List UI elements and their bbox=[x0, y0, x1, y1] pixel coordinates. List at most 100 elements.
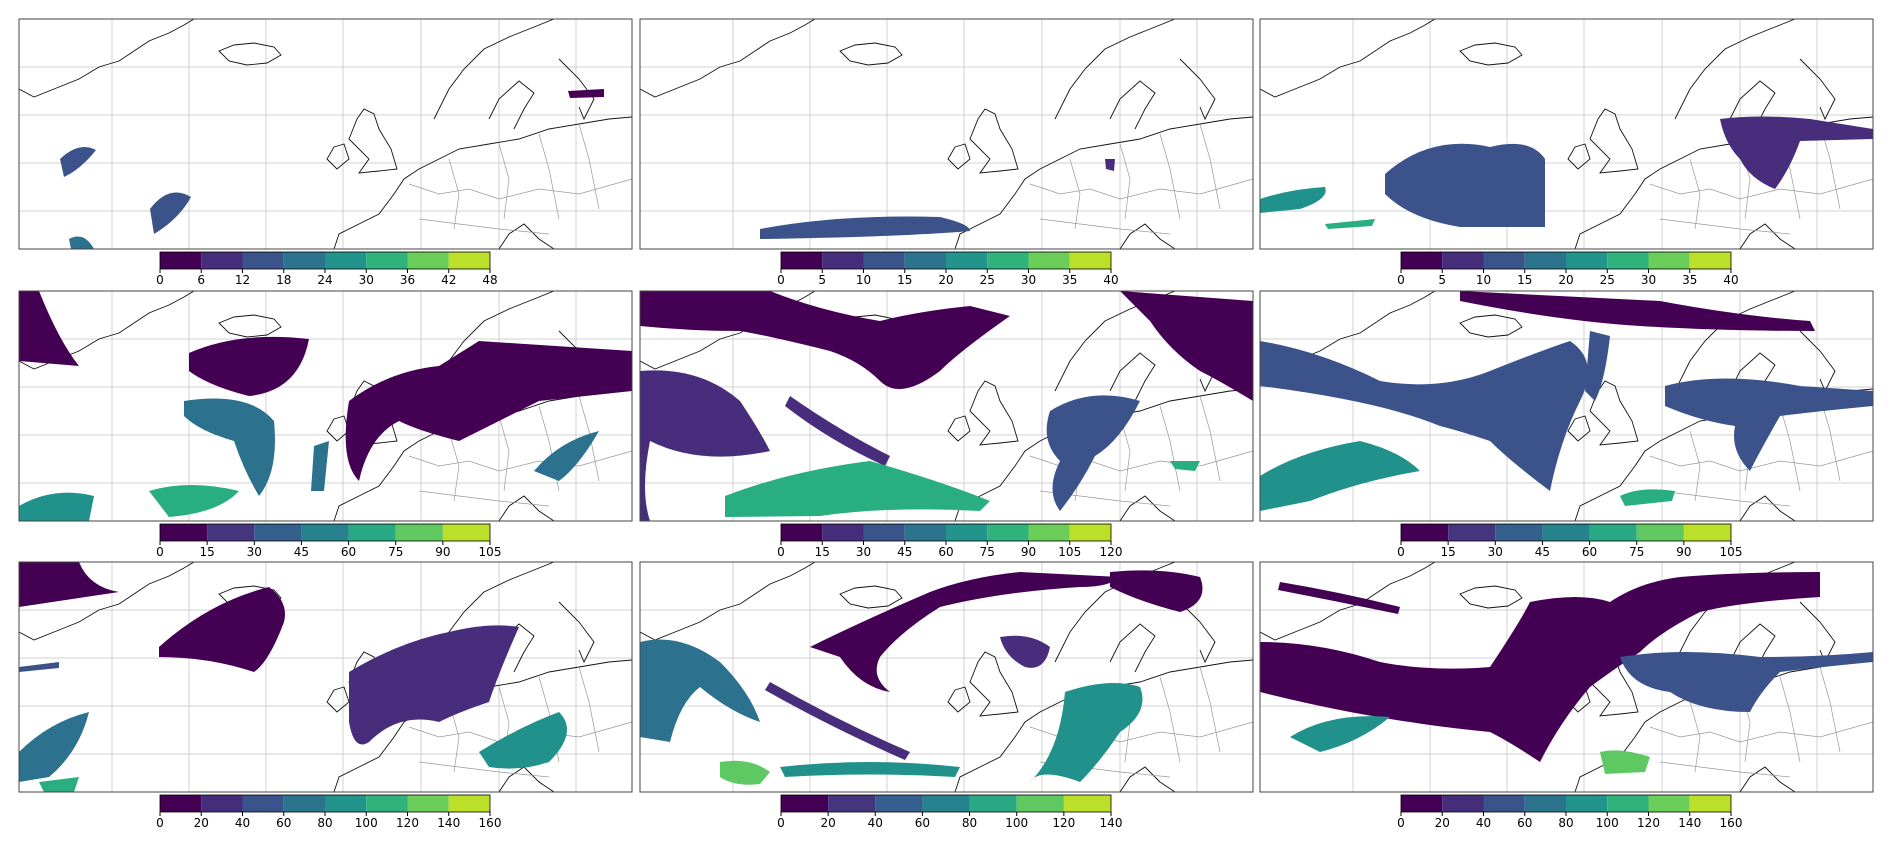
field-region bbox=[19, 291, 79, 366]
colorbar-segment bbox=[160, 795, 202, 812]
colorbar-segment bbox=[242, 795, 284, 812]
colorbar-segment bbox=[781, 252, 823, 269]
field-region bbox=[785, 396, 890, 466]
colorbar-segment bbox=[1683, 524, 1731, 541]
colorbar-tick-label: 120 bbox=[1100, 545, 1123, 559]
map-panel: 0 20 40 60 80 100 120 140 160 bbox=[1259, 561, 1874, 830]
colorbar-segment bbox=[366, 795, 408, 812]
colorbar-tick-label: 90 bbox=[435, 545, 450, 559]
colorbar-segment bbox=[407, 795, 449, 812]
colorbar-tick-label: 140 bbox=[437, 816, 460, 830]
field-region bbox=[1260, 341, 1588, 491]
map-frame bbox=[18, 561, 633, 793]
field-region bbox=[1620, 652, 1873, 712]
colorbar-segment bbox=[407, 252, 449, 269]
field-region bbox=[720, 760, 770, 785]
field-region bbox=[725, 461, 990, 517]
colorbar-segment bbox=[822, 524, 864, 541]
field-region bbox=[1046, 395, 1140, 511]
colorbar-tick-label: 35 bbox=[1682, 273, 1697, 287]
colorbar-segment bbox=[822, 252, 864, 269]
colorbar-tick-label: 45 bbox=[897, 545, 912, 559]
colorbar-segment bbox=[781, 795, 829, 812]
colorbar-tick-label: 80 bbox=[1558, 816, 1573, 830]
map-area bbox=[1260, 19, 1873, 249]
colorbar-segment bbox=[1401, 795, 1443, 812]
map-panel: 0 15 30 45 60 75 90 105 bbox=[1259, 290, 1874, 559]
colorbar-tick-label: 40 bbox=[1103, 273, 1118, 287]
colorbar-segment bbox=[987, 252, 1029, 269]
colorbar-tick-label: 40 bbox=[1476, 816, 1491, 830]
colorbar-tick-label: 0 bbox=[156, 273, 164, 287]
colorbar-tick-label: 60 bbox=[938, 545, 953, 559]
colorbar-segment bbox=[448, 252, 490, 269]
colorbar-segment bbox=[987, 524, 1029, 541]
colorbar-tick-label: 6 bbox=[197, 273, 205, 287]
field-region bbox=[1460, 291, 1815, 331]
colorbar-segment bbox=[1648, 252, 1690, 269]
colorbar-tick-label: 0 bbox=[777, 273, 785, 287]
field-region bbox=[1105, 159, 1115, 171]
field-region bbox=[1720, 116, 1873, 189]
colorbar-tick-label: 15 bbox=[1441, 545, 1456, 559]
colorbar-tick-label: 100 bbox=[1005, 816, 1028, 830]
colorbar-tick-label: 45 bbox=[294, 545, 309, 559]
map-background bbox=[640, 19, 1253, 249]
colorbar-segment bbox=[1483, 252, 1525, 269]
colorbar-tick-label: 60 bbox=[915, 816, 930, 830]
colorbar-segment bbox=[1607, 252, 1649, 269]
field-region bbox=[1260, 441, 1420, 511]
colorbar-tick-label: 0 bbox=[1397, 273, 1405, 287]
map-frame bbox=[1259, 18, 1874, 250]
colorbar-segment bbox=[1063, 795, 1111, 812]
field-region bbox=[1385, 143, 1545, 227]
colorbar-frame bbox=[1400, 523, 1732, 542]
colorbar-tick-label: 5 bbox=[818, 273, 826, 287]
colorbar-tick-label: 15 bbox=[815, 545, 830, 559]
colorbar-tick-label: 105 bbox=[1058, 545, 1081, 559]
colorbar-segment bbox=[904, 524, 946, 541]
colorbar-tick-label: 60 bbox=[1517, 816, 1532, 830]
colorbar-segment bbox=[1589, 524, 1637, 541]
map-frame bbox=[18, 18, 633, 250]
colorbar-segment bbox=[828, 795, 876, 812]
colorbar-tick-label: 80 bbox=[962, 816, 977, 830]
colorbar-tick-label: 30 bbox=[1021, 273, 1036, 287]
map-panel: 0 5 10 15 20 25 30 35 40 bbox=[639, 18, 1254, 287]
map-panel: 0 20 40 60 80 100 120 140 bbox=[639, 561, 1254, 830]
colorbar-segment bbox=[207, 524, 255, 541]
field-region bbox=[349, 625, 519, 745]
colorbar-tick-label: 75 bbox=[388, 545, 403, 559]
field-region bbox=[810, 572, 1120, 692]
colorbar-segment bbox=[1401, 524, 1449, 541]
colorbar-tick-label: 30 bbox=[1641, 273, 1656, 287]
map-area bbox=[640, 562, 1253, 792]
colorbar-tick-label: 24 bbox=[317, 273, 332, 287]
field-region bbox=[568, 89, 604, 98]
colorbar-segment bbox=[1542, 524, 1590, 541]
map-area bbox=[640, 19, 1253, 249]
colorbar-tick-label: 120 bbox=[1637, 816, 1660, 830]
colorbar-segment bbox=[1069, 252, 1111, 269]
colorbar-tick-label: 90 bbox=[1676, 545, 1691, 559]
colorbar-segment bbox=[1028, 252, 1070, 269]
map-panel: 0 20 40 60 80 100 120 140 160 bbox=[18, 561, 633, 830]
map-background bbox=[19, 19, 632, 249]
colorbar-tick-label: 0 bbox=[1397, 545, 1405, 559]
colorbar-tick-label: 45 bbox=[1535, 545, 1550, 559]
field-region bbox=[39, 777, 79, 792]
map-area bbox=[19, 19, 632, 249]
colorbar-segment bbox=[1016, 795, 1064, 812]
colorbar-segment bbox=[1689, 252, 1731, 269]
colorbar-frame bbox=[159, 794, 491, 813]
map-area bbox=[1260, 562, 1873, 792]
colorbar-segment bbox=[1648, 795, 1690, 812]
colorbar-segment bbox=[283, 795, 325, 812]
map-background bbox=[19, 291, 632, 521]
colorbar-tick-label: 60 bbox=[341, 545, 356, 559]
colorbar-tick-label: 30 bbox=[856, 545, 871, 559]
field-region bbox=[640, 291, 1010, 389]
colorbar-frame bbox=[159, 523, 491, 542]
field-region bbox=[1585, 331, 1610, 401]
